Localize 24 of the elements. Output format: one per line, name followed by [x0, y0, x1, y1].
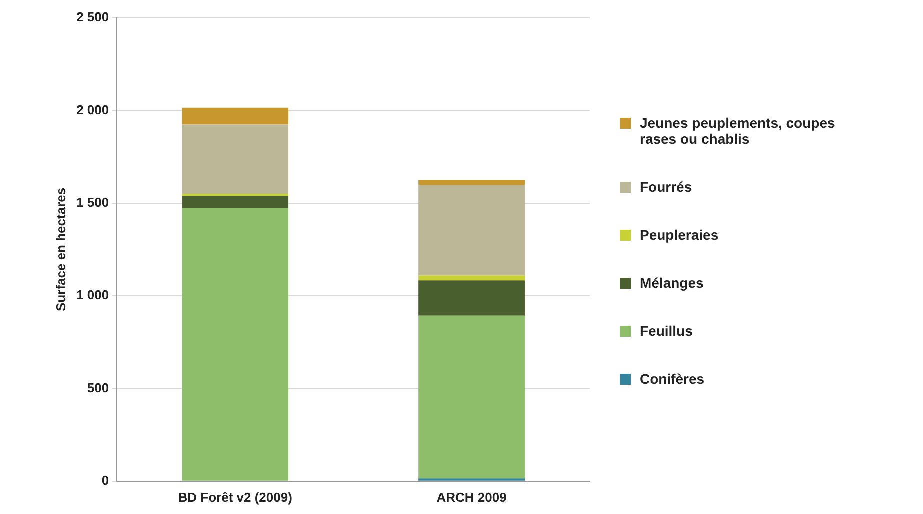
x-tick-label: BD Forêt v2 (2009): [178, 490, 292, 505]
y-axis-title: Surface en hectares: [53, 188, 68, 312]
bar: [418, 185, 525, 276]
y-tick-label: 1 000: [76, 288, 110, 303]
bar: [182, 208, 289, 481]
legend-label: Feuillus: [640, 323, 693, 339]
y-tick-label: 0: [102, 472, 110, 488]
bar: [418, 276, 525, 281]
legend-label: Fourrés: [640, 179, 692, 195]
bar: [182, 108, 289, 125]
legend-label: Peupleraies: [640, 227, 719, 243]
x-tick-label: ARCH 2009: [436, 490, 507, 505]
y-tick-label: 500: [87, 380, 110, 396]
legend-label: Jeunes peuplements, coupes rases ou chablis: [640, 115, 836, 147]
legend-label: Mélanges: [640, 275, 704, 291]
y-tick-label: 2 500: [76, 10, 110, 25]
y-tick-label: 1 500: [76, 194, 110, 210]
legend-label: Conifères: [640, 371, 705, 387]
bar: [182, 124, 289, 194]
bar: [418, 180, 525, 186]
bar: [418, 280, 525, 316]
bar: [182, 196, 289, 208]
bar: [418, 316, 525, 479]
y-tick-label: 2 000: [76, 102, 110, 118]
